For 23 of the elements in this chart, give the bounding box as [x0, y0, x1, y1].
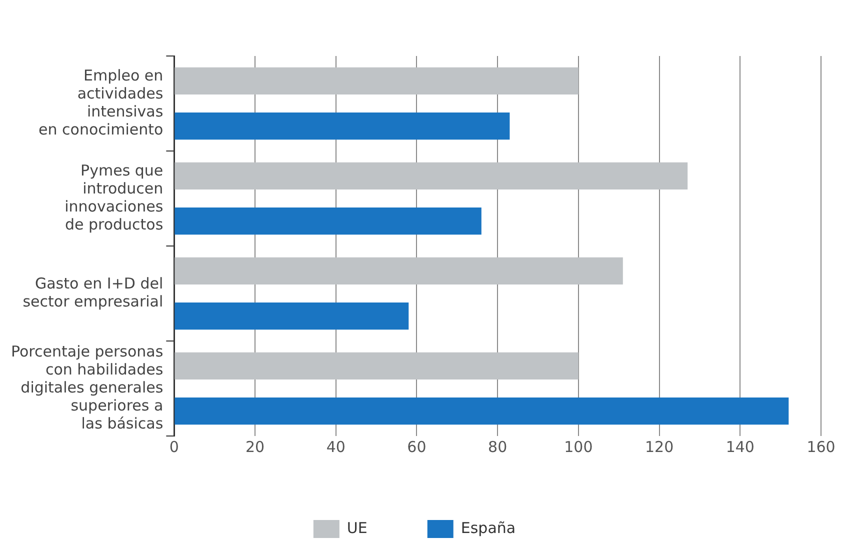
x-tick-label: 140 [726, 438, 754, 456]
bar [174, 162, 688, 190]
y-tick-label: Gasto en I+D del sector empresarial [22, 274, 164, 310]
legend-label: UE [346, 518, 368, 537]
bar [174, 67, 578, 94]
y-tick-label: Pymes que introducen innovaciones de productos [64, 161, 164, 234]
bar [174, 352, 578, 380]
x-tick-label: 100 [564, 438, 593, 456]
x-tick-label: 0 [169, 438, 179, 456]
x-tick-label: 80 [488, 438, 508, 456]
bar [174, 398, 789, 425]
legend-label: España [460, 518, 516, 537]
bar [174, 302, 409, 330]
bar [174, 112, 510, 140]
y-tick-label: Porcentaje personas con habilidades digitales generales superiores a las básicas [10, 342, 164, 432]
bar [174, 257, 623, 284]
x-tick-label: 160 [806, 438, 836, 456]
bar [174, 208, 482, 235]
x-tick-label: 60 [407, 438, 426, 456]
y-tick-label: Empleo en actividades intensivas en conocimiento [38, 66, 164, 138]
x-tick-label: 40 [326, 438, 346, 456]
x-tick-label: 20 [245, 438, 265, 456]
x-tick-label: 120 [644, 438, 674, 456]
